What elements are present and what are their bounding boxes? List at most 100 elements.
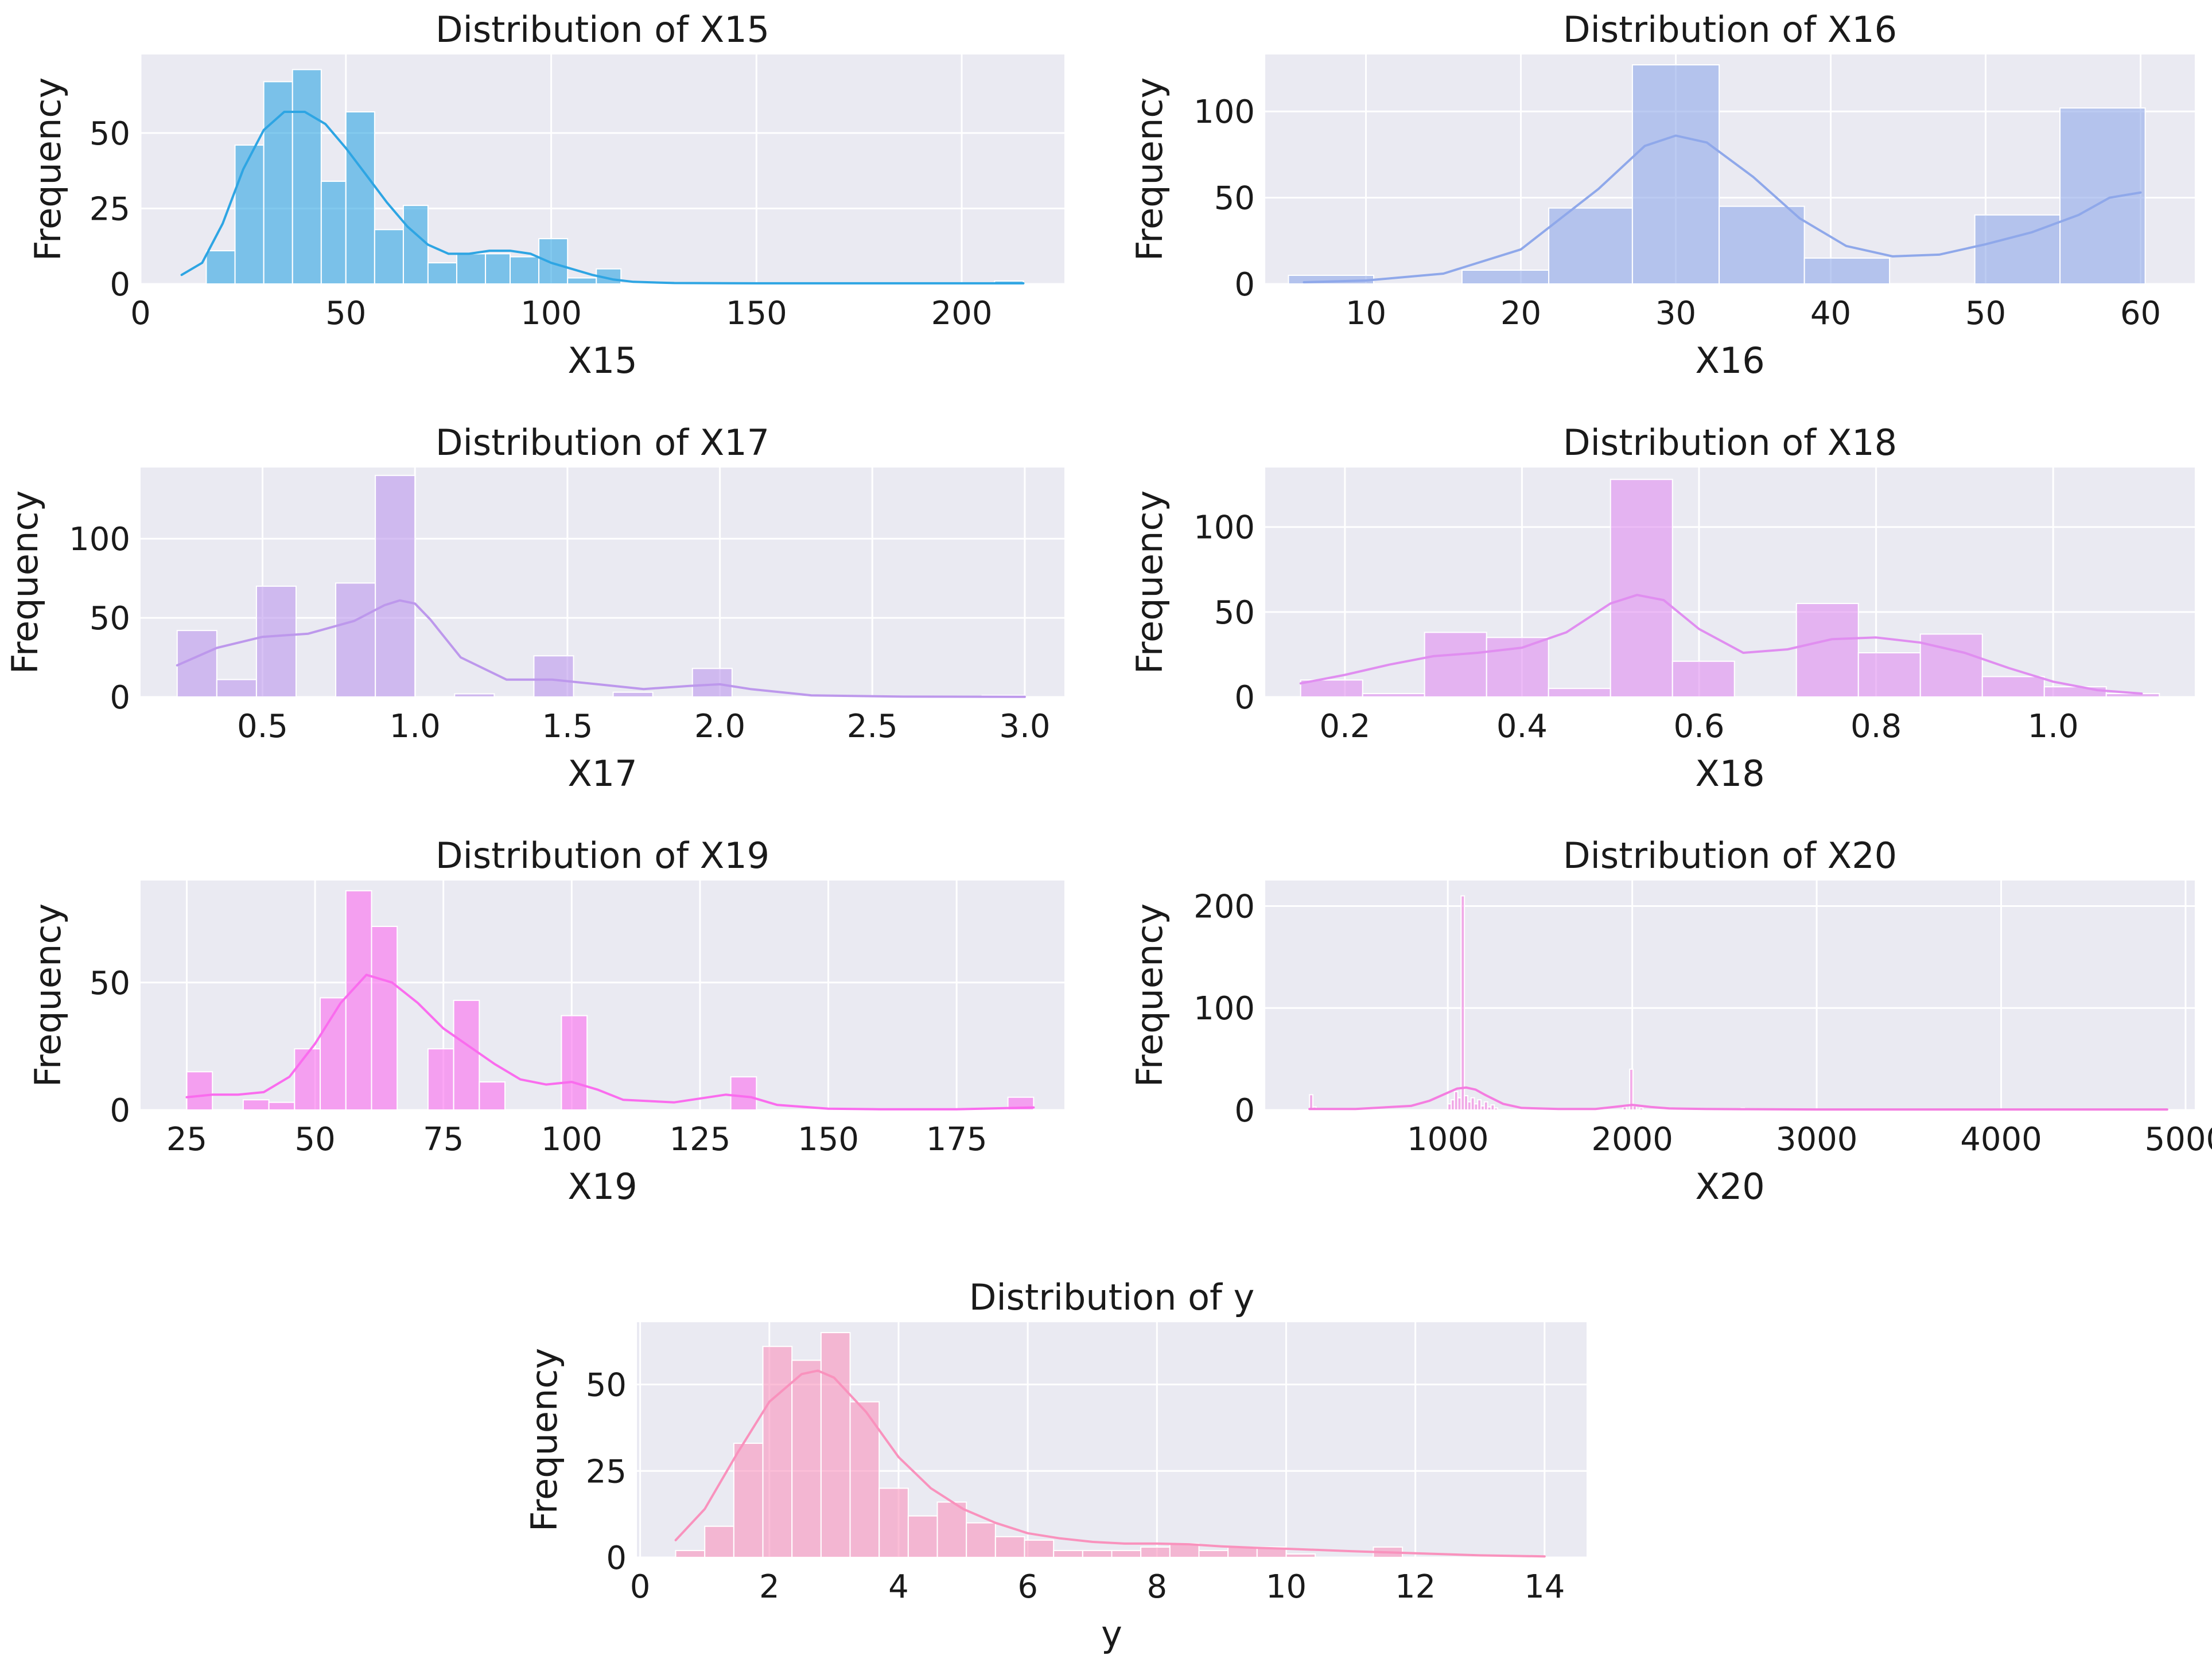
histogram-bar — [2105, 693, 2160, 698]
histogram-bar — [205, 250, 236, 285]
x-tick-label: 50 — [294, 1121, 335, 1158]
y-tick-label: 0 — [1234, 1092, 1255, 1129]
chart-title: Distribution of X18 — [1563, 422, 1897, 463]
kde-line — [176, 599, 1026, 698]
histogram-bar — [1548, 688, 1611, 698]
y-tick-label: 0 — [1234, 266, 1255, 303]
x-axis-label: y — [1101, 1613, 1122, 1655]
x-tick-label: 125 — [669, 1121, 730, 1158]
histogram-bar — [1795, 603, 1859, 698]
x-axis-label: X16 — [1695, 340, 1764, 381]
histogram-bar — [1300, 679, 1363, 698]
histogram-bar — [234, 144, 265, 285]
histogram-bar — [1477, 1099, 1482, 1111]
histogram-bar — [1974, 214, 2061, 285]
histogram-bars — [675, 1332, 1404, 1559]
y-axis-label: Frequency — [27, 77, 69, 261]
chart-panel-4: 0.2 0.4 0.6 0.8 1.0 0 50 100 Distribution of X18… — [1129, 422, 2195, 794]
histogram-bar — [1053, 1549, 1083, 1558]
chart-panel-2: 10 20 30 40 50 60 0 50 100 Distribution of X16 X16… — [1129, 9, 2195, 381]
x-tick-label: 60 — [2120, 295, 2161, 332]
y-axis-label: Frequency — [1129, 490, 1171, 674]
histogram-bar — [561, 1015, 588, 1111]
histogram-bar — [791, 1360, 822, 1558]
y-tick-label: 50 — [1214, 180, 1255, 217]
histogram-bar — [966, 1522, 996, 1558]
kde-line — [1308, 1086, 2168, 1111]
histogram-bar — [1919, 633, 1983, 698]
histogram-bar — [1548, 207, 1633, 285]
x-tick-label: 3.0 — [999, 708, 1050, 745]
x-tick-label: 0 — [130, 295, 151, 332]
chart-title: Distribution of X19 — [436, 835, 769, 877]
y-tick-label: 0 — [110, 679, 130, 716]
histogram-bar — [485, 253, 511, 285]
x-tick-label: 175 — [926, 1121, 988, 1158]
x-tick-label: 0.6 — [1673, 708, 1724, 745]
kde-line — [674, 1369, 1546, 1558]
histogram-bars — [1309, 895, 1746, 1111]
histogram-bar — [1639, 1107, 1644, 1111]
histogram-bar — [907, 1515, 938, 1558]
histogram-bars — [176, 474, 1025, 698]
x-tick-label: 2.0 — [694, 708, 745, 745]
histogram-bar — [453, 999, 480, 1111]
y-tick-label: 0 — [1234, 679, 1255, 716]
histogram-bar — [849, 1401, 880, 1559]
chart-title: Distribution of X20 — [1563, 835, 1897, 877]
chart-title: Distribution of X17 — [436, 422, 769, 463]
histogram-bar — [456, 253, 487, 285]
histogram-bar — [1494, 1107, 1499, 1111]
plot-area — [1265, 881, 2195, 1110]
histogram-bar — [1461, 269, 1550, 285]
histogram-bar — [612, 691, 654, 698]
x-tick-label: 4000 — [1960, 1121, 2042, 1158]
x-tick-label: 14 — [1524, 1568, 1565, 1606]
histogram-bar — [691, 668, 733, 698]
histogram-bar — [242, 1099, 270, 1111]
x-tick-label: 4 — [888, 1568, 909, 1606]
kde-line — [185, 973, 1035, 1111]
x-tick-label: 150 — [798, 1121, 859, 1158]
histogram-bar — [1803, 257, 1891, 285]
y-tick-label: 25 — [90, 190, 130, 228]
x-tick-label: 100 — [520, 295, 582, 332]
histogram-bar — [186, 1071, 213, 1111]
y-tick-label: 50 — [90, 115, 130, 153]
histogram-bar — [216, 679, 257, 698]
histogram-bar — [1632, 1105, 1637, 1111]
x-tick-label: 200 — [931, 295, 993, 332]
histogram-bar — [427, 262, 457, 285]
histogram-bar — [427, 1048, 454, 1111]
histogram-bar — [291, 69, 322, 285]
x-tick-label: 150 — [726, 295, 787, 332]
y-axis-label: Frequency — [4, 490, 46, 674]
x-tick-label: 0.5 — [237, 708, 288, 745]
chart-panel-3: 0.5 1.0 1.5 2.0 2.5 3.0 0 50 100 Distribution of … — [4, 422, 1064, 794]
x-axis-label: X19 — [567, 1166, 637, 1208]
histogram-bar — [320, 181, 347, 285]
y-tick-label: 50 — [1214, 594, 1255, 632]
histogram-bar — [1024, 1539, 1055, 1559]
histogram-bar — [176, 630, 217, 698]
y-axis-label: Frequency — [1129, 77, 1171, 261]
histogram-bar — [1622, 1106, 1627, 1111]
x-tick-label: 1000 — [1407, 1121, 1489, 1158]
x-tick-label: 10 — [1266, 1568, 1307, 1606]
x-tick-label: 100 — [541, 1121, 602, 1158]
histogram-bar — [1198, 1549, 1229, 1558]
x-tick-label: 6 — [1017, 1568, 1038, 1606]
y-tick-label: 100 — [1194, 990, 1255, 1027]
histogram-bar — [2043, 686, 2107, 698]
histogram-bar — [820, 1332, 851, 1558]
histogram-bar — [762, 1346, 793, 1558]
chart-title: Distribution of X15 — [436, 9, 769, 50]
histogram-bar — [1610, 478, 1673, 698]
y-tick-label: 100 — [69, 521, 130, 558]
y-axis-label: Frequency — [27, 903, 69, 1087]
histogram-bar — [510, 256, 540, 285]
chart-panel-7: 0 2 4 6 8 10 12 14 0 25 50 Distribution of y y Freque… — [523, 1276, 1587, 1655]
histogram-bar — [1285, 1553, 1316, 1559]
x-axis-label: X17 — [567, 753, 637, 794]
